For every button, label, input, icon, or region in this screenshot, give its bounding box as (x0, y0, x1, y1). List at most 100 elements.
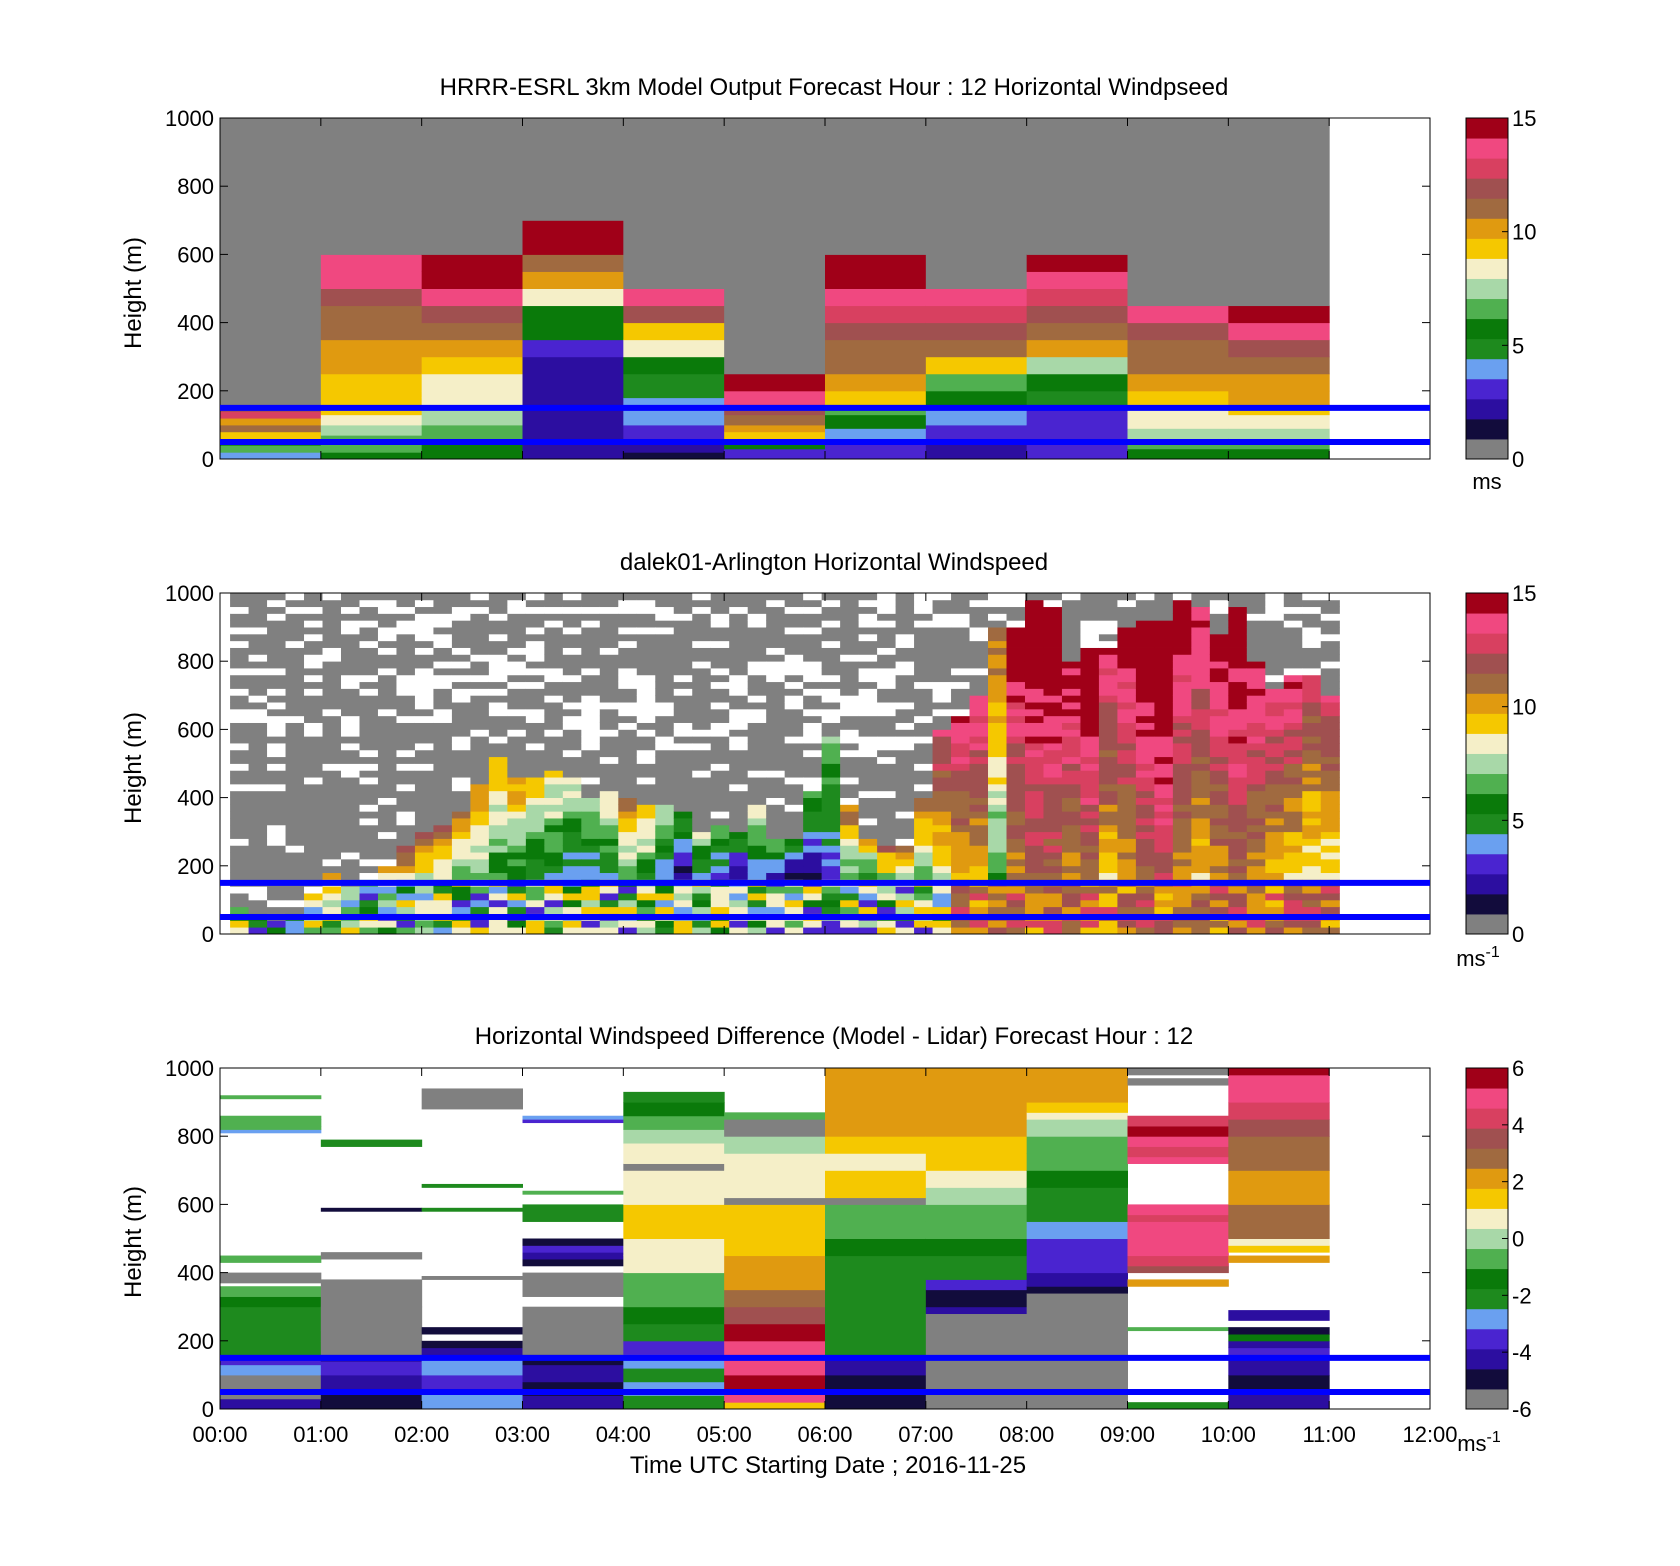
heatmap-cell (1246, 811, 1266, 819)
heatmap-cell (877, 906, 897, 914)
heatmap-cell (1228, 845, 1248, 853)
heatmap-cell (1246, 886, 1266, 894)
heatmap-cell (784, 906, 804, 914)
heatmap-cell (599, 818, 619, 826)
heatmap-cell (1043, 654, 1063, 662)
heatmap-cell (544, 865, 564, 874)
heatmap-cell (1209, 668, 1229, 676)
heatmap-cell (825, 356, 927, 375)
heatmap-cell (618, 647, 638, 655)
heatmap-cell (1191, 893, 1211, 901)
heatmap-cell (341, 593, 361, 601)
heatmap-cell (803, 695, 823, 703)
heatmap-cell (562, 668, 582, 676)
heatmap-cell (304, 695, 324, 703)
heatmap-cell (1302, 729, 1322, 737)
heatmap-cell (1117, 804, 1137, 812)
heatmap-cell (951, 606, 971, 614)
heatmap-cell (1265, 620, 1285, 628)
heatmap-cell (377, 633, 398, 642)
heatmap-cell (914, 654, 934, 662)
heatmap-cell (1135, 838, 1155, 846)
heatmap-cell (803, 633, 823, 642)
heatmap-cell (969, 845, 989, 853)
heatmap-cell (1043, 668, 1063, 676)
heatmap-cell (692, 668, 712, 676)
heatmap-cell (421, 1374, 523, 1393)
heatmap-cell (1127, 1078, 1229, 1086)
heatmap-cell (304, 920, 324, 928)
heatmap-cell (803, 613, 823, 621)
heatmap-cell (969, 702, 989, 710)
heatmap-cell (692, 613, 712, 621)
heatmap-cell (1228, 674, 1248, 683)
heatmap-cell (724, 1289, 826, 1308)
colorbar-swatch (1466, 1348, 1508, 1370)
heatmap-cell (895, 824, 915, 833)
heatmap-cell (840, 647, 860, 655)
heatmap-cell (618, 661, 638, 669)
heatmap-cell (562, 927, 582, 935)
heatmap-cell (895, 783, 915, 792)
heatmap-cell (1006, 899, 1026, 908)
heatmap-cell (951, 770, 971, 778)
heatmap-cell (877, 702, 897, 710)
heatmap-cell (1209, 865, 1229, 874)
heatmap-cell (1154, 831, 1174, 839)
heatmap-cell (267, 790, 287, 798)
heatmap-cell (840, 858, 860, 867)
heatmap-cell (220, 1286, 322, 1297)
heatmap-cell (1061, 838, 1082, 846)
heatmap-cell (840, 613, 860, 621)
heatmap-cell (1172, 743, 1192, 751)
heatmap-cell (562, 661, 582, 669)
heatmap-cell (747, 886, 767, 894)
heatmap-cell (488, 640, 508, 648)
heatmap-cell (1320, 593, 1340, 601)
heatmap-cell (724, 1357, 826, 1376)
heatmap-cell (525, 674, 545, 683)
heatmap-cell (220, 1296, 322, 1308)
heatmap-cell (1283, 708, 1303, 717)
heatmap-cell (1135, 872, 1155, 880)
heatmap-cell (285, 627, 305, 635)
heatmap-cell (433, 736, 453, 744)
heatmap-cell (710, 661, 730, 669)
colorbar-swatch (1466, 418, 1508, 440)
heatmap-cell (230, 661, 250, 669)
heatmap-cell (525, 620, 545, 628)
heatmap-cell (451, 633, 472, 642)
heatmap-cell (673, 593, 693, 601)
heatmap-cell (840, 702, 860, 710)
heatmap-cell (544, 722, 564, 730)
heatmap-cell (230, 695, 250, 703)
heatmap-cell (1265, 606, 1285, 614)
heatmap-cell (470, 783, 490, 792)
heatmap-cell (1043, 620, 1063, 628)
heatmap-cell (1246, 852, 1266, 860)
heatmap-cell (1265, 756, 1285, 764)
heatmap-cell (1191, 668, 1211, 676)
colorbar-swatch (1466, 1128, 1508, 1149)
heatmap-cell (1191, 899, 1211, 908)
heatmap-cell (1127, 428, 1229, 440)
heatmap-cell (636, 763, 656, 771)
heatmap-cell (377, 872, 398, 880)
heatmap-cell (747, 927, 767, 935)
heatmap-cell (1117, 865, 1137, 874)
heatmap-cell (396, 593, 416, 601)
heatmap-cell (1098, 722, 1119, 730)
heatmap-cell (1302, 695, 1322, 703)
heatmap-cell (220, 1095, 322, 1100)
heatmap-cell (969, 722, 989, 730)
heatmap-cell (747, 715, 767, 723)
heatmap-cell (1080, 606, 1100, 614)
heatmap-cell (1080, 756, 1100, 764)
heatmap-cell (1209, 654, 1229, 662)
heatmap-cell (525, 906, 545, 914)
heatmap-cell (544, 708, 564, 717)
heatmap-cell (1026, 1170, 1128, 1188)
heatmap-cell (433, 852, 453, 860)
heatmap-cell (1246, 749, 1266, 758)
heatmap-cell (895, 927, 915, 935)
